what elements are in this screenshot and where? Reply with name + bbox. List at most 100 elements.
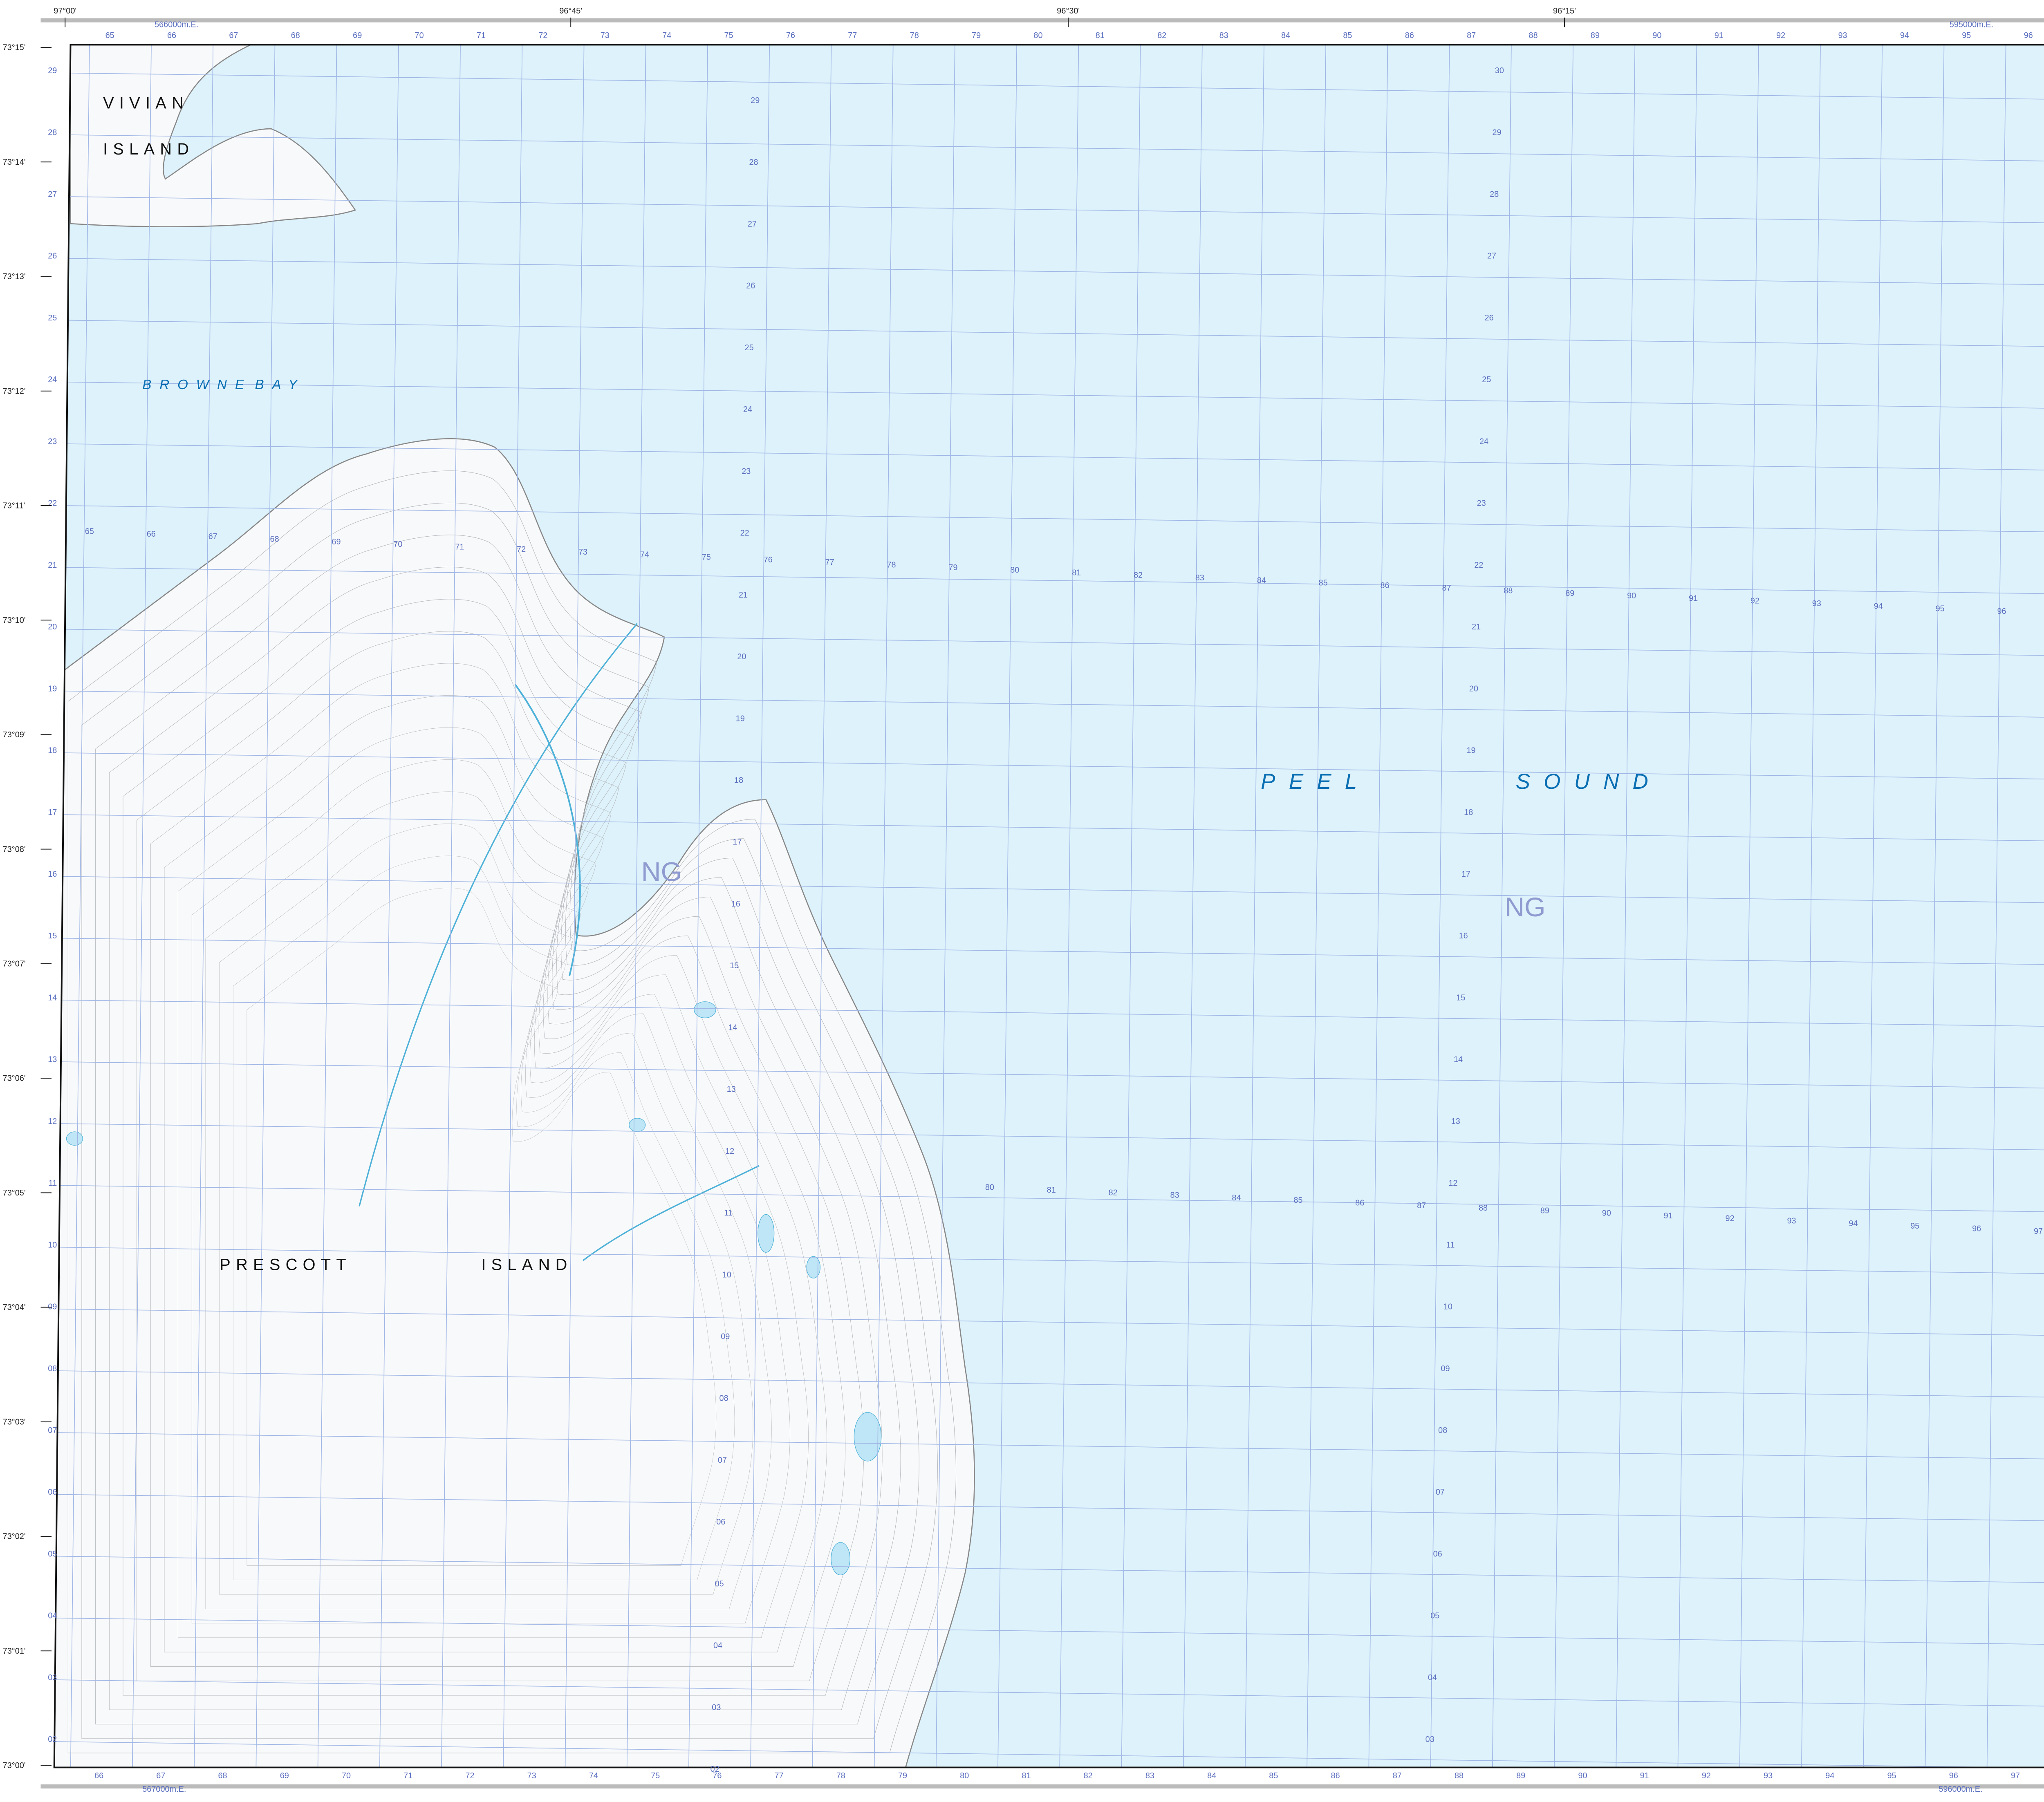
grid-label: 67 [229,31,238,40]
grid-label: 84 [1232,1193,1241,1202]
grid-label: 29 [751,96,760,105]
grid-label: 84 [1207,1771,1216,1780]
utm-label: 595000m.E. [1950,20,1993,29]
grid-line [1183,45,1203,1768]
grid-label: 96 [2024,31,2033,40]
grid-label: 05 [715,1579,724,1588]
grid-label: 67 [156,1771,165,1780]
grid-label: 11 [1446,1240,1455,1249]
neatline [53,44,2044,1768]
grid-label: 24 [48,375,57,384]
grid-label: 20 [1469,684,1478,693]
grid-label: 13 [48,1055,57,1064]
grid-line [132,45,152,1768]
longitude-label: 96°45' [559,7,582,16]
grid-label: 79 [948,563,957,572]
grid-label: 07 [48,1426,57,1435]
grid-line [54,505,2044,533]
grid-line [565,45,585,1768]
grid-label: 86 [1381,581,1390,590]
grid-label: 90 [1602,1209,1611,1218]
grid-label: 14 [1454,1055,1463,1064]
grid-label: 04 [1428,1673,1437,1682]
grid-label: 89 [1516,1771,1525,1780]
grid-label: 86 [1355,1199,1364,1208]
lake [854,1412,882,1462]
grid-label: 85 [1269,1771,1278,1780]
grid-line [1121,45,1141,1768]
grid-line [54,690,2044,719]
grid-label: 73 [578,548,587,557]
grid-label: 11 [49,1179,57,1188]
grid-label: 75 [724,31,733,40]
grid-label: 19 [48,684,57,693]
grid-line [1244,45,1264,1768]
latitude-label: 73°06' [3,1074,26,1083]
grid-label: 06 [716,1518,725,1527]
grid-label: 22 [48,499,57,508]
grid-label: 76 [764,555,773,564]
grid-label: 87 [1393,1771,1402,1780]
grid-line [194,45,214,1768]
grid-label: 20 [48,622,57,631]
grid-label: 79 [972,31,981,40]
grid-label: 87 [1467,31,1476,40]
grid-line [54,381,2044,410]
grid-line [997,45,1018,1768]
grid-label: 28 [749,158,758,167]
longitude-label: 96°15' [1553,7,1576,16]
grid-label: 30 [1495,66,1504,75]
grid-line [54,1308,2044,1336]
grid-label: 11 [724,1209,733,1218]
grid-label: 88 [1455,1771,1464,1780]
grid-label: 90 [1578,1771,1587,1780]
grid-label: 27 [48,190,57,199]
grid-line [688,45,708,1768]
grid-label: 95 [1962,31,1971,40]
grid-label: 93 [1764,1771,1773,1780]
grid-label: 05 [1430,1612,1439,1621]
grid-line [54,566,2044,595]
grid-label: 97 [2011,1771,2020,1780]
grid-label: 91 [1664,1211,1673,1220]
latitude-label: 73°09' [3,730,26,739]
water-label: BAY [255,377,305,392]
grid-label: 07 [1436,1488,1445,1497]
grid-label: 81 [1022,1771,1031,1780]
grid-line [54,1679,2044,1707]
grid-label: 76 [713,1771,722,1780]
grid-label: 76 [786,31,795,40]
grid-line [54,1247,2044,1275]
grid-label: 17 [733,838,742,847]
latitude-label: 73°13' [3,272,26,281]
grid-label: 13 [1451,1117,1460,1126]
grid-line [1492,45,1512,1768]
grid-label: 96 [1949,1771,1958,1780]
grid-label: 29 [48,66,57,75]
grid-label: 88 [1529,31,1538,40]
grid-label: 26 [746,282,755,291]
grid-line [54,752,2044,780]
grid-label: 18 [48,746,57,755]
grid-label: 69 [353,31,362,40]
grid-label: 06 [48,1488,57,1497]
grid-label: 29 [1492,128,1501,137]
grid-line [54,1741,2044,1768]
grid-line [54,1061,2044,1089]
grid-label: 92 [1750,597,1759,606]
grid-label: 90 [1627,591,1636,600]
grid-label: 70 [393,540,402,549]
grid-label: 85 [1293,1196,1302,1205]
grid-label: 67 [208,532,217,541]
grid-label: 06 [1433,1549,1442,1558]
grid-label: 23 [48,437,57,446]
longitude-label: 97°00' [54,7,76,16]
grid-line [935,45,955,1768]
grid-line [1986,45,2006,1768]
grid-label: 90 [1652,31,1661,40]
grid-label: 15 [730,961,739,970]
grid-label: 97 [2034,1227,2043,1236]
grid-label: 03 [1425,1735,1434,1744]
grid-line [54,1556,2044,1584]
grid-label: 83 [1219,31,1228,40]
